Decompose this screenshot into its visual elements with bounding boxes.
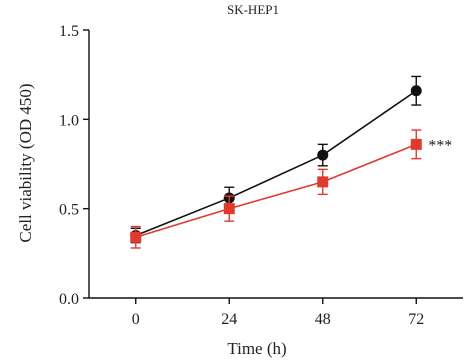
series-line <box>135 143 417 239</box>
data-point <box>410 85 422 97</box>
x-tick-label: 72 <box>408 311 424 328</box>
data-point <box>223 203 235 215</box>
series-2 <box>130 129 422 249</box>
data-point <box>410 138 422 150</box>
series-line <box>135 90 417 237</box>
x-tick-label: 0 <box>132 311 140 328</box>
y-tick-label: 1.0 <box>59 112 79 129</box>
x-tick-label: 48 <box>315 311 331 328</box>
chart-title: SK-HEP1 <box>227 2 279 17</box>
data-point <box>317 176 329 188</box>
y-axis-title: Cell viability (OD 450) <box>16 83 35 242</box>
x-tick-label: 24 <box>221 311 237 328</box>
y-tick-label: 0.0 <box>59 291 79 308</box>
y-tick-label: 0.5 <box>59 202 79 219</box>
y-tick-label: 1.5 <box>59 23 79 40</box>
significance-annotation: *** <box>428 137 452 154</box>
data-point <box>130 231 142 243</box>
data-point <box>317 149 329 161</box>
x-axis-title: Time (h) <box>227 339 286 358</box>
